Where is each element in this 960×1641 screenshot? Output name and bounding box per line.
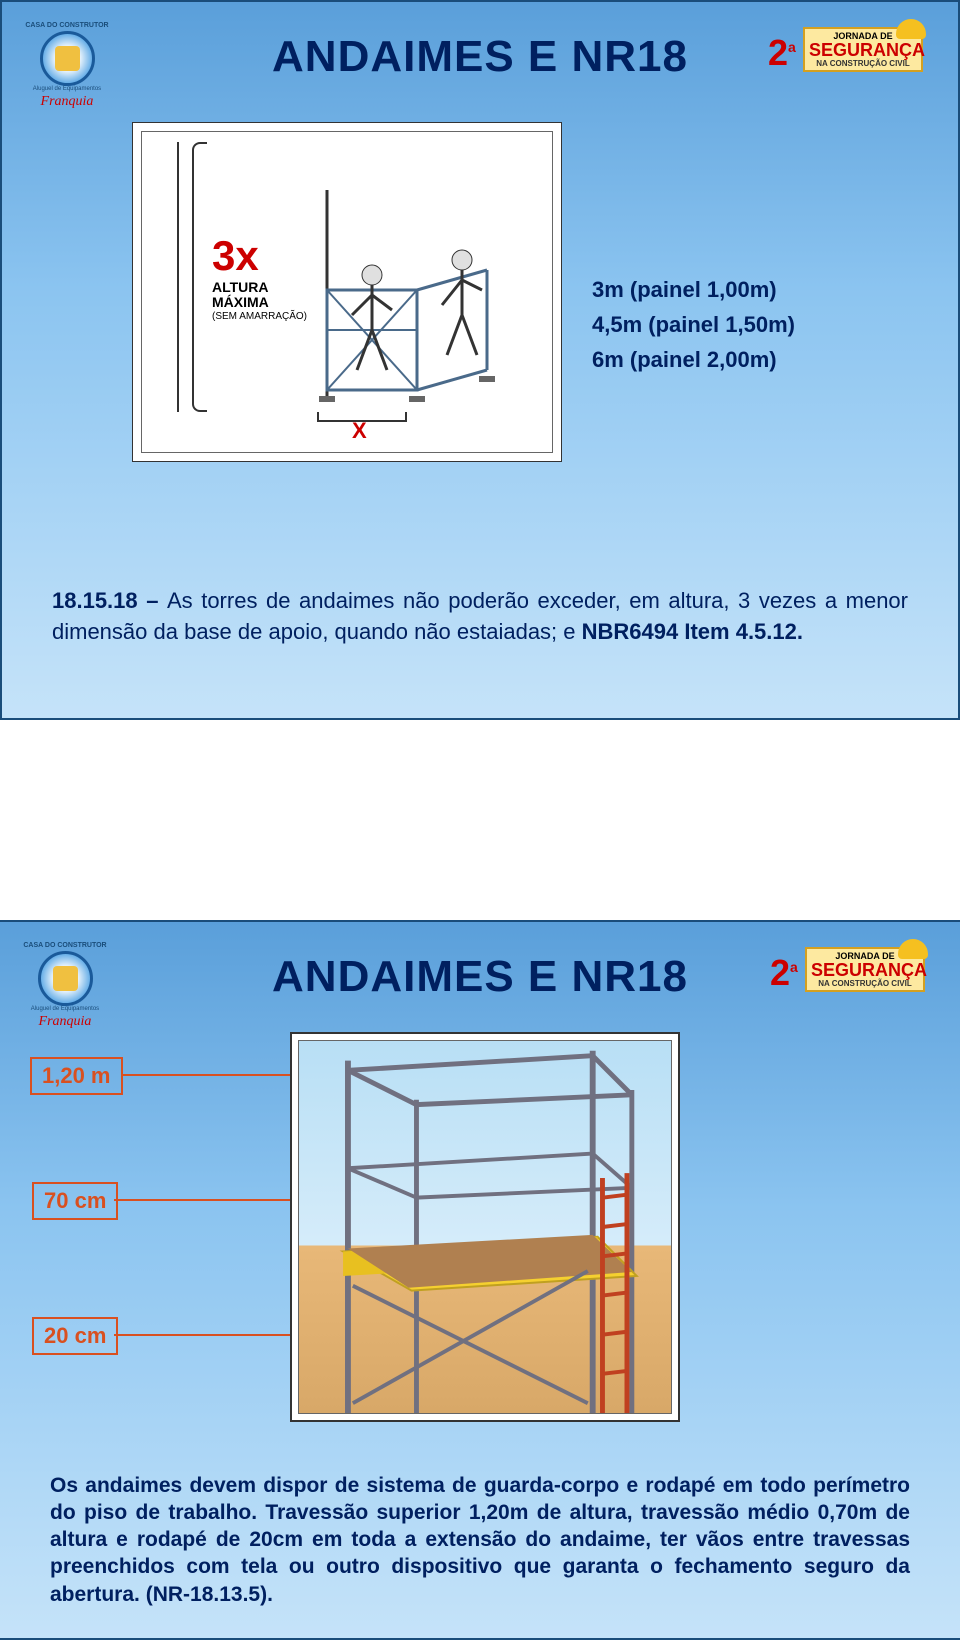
logo-text-bottom-2: Aluguel de Equipamentos [20, 1006, 110, 1012]
height-line-3: 6m (painel 2,00m) [592, 342, 795, 377]
scaffold-photo-svg [299, 1041, 671, 1413]
logo-casa-construtor-2: CASA DO CONSTRUTOR Aluguel de Equipament… [20, 942, 110, 1032]
banner-sub: NA CONSTRUÇÃO CIVIL [809, 59, 917, 68]
logo-text-top: CASA DO CONSTRUTOR [22, 22, 112, 29]
seguranca-banner: JORNADA DE SEGURANÇA NA CONSTRUÇÃO CIVIL [803, 27, 923, 72]
banner-sub-2: NA CONSTRUÇÃO CIVIL [811, 979, 919, 988]
logo-circle-icon [40, 31, 95, 86]
altura-label-group: 3x ALTURA MÁXIMA (SEM AMARRAÇÃO) [212, 232, 307, 322]
altura-label: ALTURA [212, 280, 307, 295]
seguranca-banner-2: JORNADA DE SEGURANÇA NA CONSTRUÇÃO CIVIL [805, 947, 925, 992]
slide-2: CASA DO CONSTRUTOR Aluguel de Equipament… [0, 920, 960, 1640]
badge-num-2: 2 [770, 952, 790, 993]
three-x-label: 3x [212, 232, 307, 280]
badge-number-2: 2a [770, 952, 798, 994]
badge-num: 2 [768, 32, 788, 73]
helmet-icon-2 [898, 939, 928, 959]
brace-icon [192, 142, 207, 412]
height-line-2: 4,5m (painel 1,50m) [592, 307, 795, 342]
measure-70cm: 70 cm [32, 1182, 118, 1220]
bottom-ref: 18.15.18 – [52, 588, 167, 613]
franquia-text-2: Franquia [20, 1014, 110, 1030]
height-line-1: 3m (painel 1,00m) [592, 272, 795, 307]
scaffold-illustration [317, 190, 547, 410]
slide2-body-text: Os andaimes devem dispor de sistema de g… [50, 1472, 910, 1608]
banner-main-2: SEGURANÇA [811, 961, 919, 979]
franquia-text: Franquia [22, 94, 112, 110]
logo-text-bottom: Aluguel de Equipamentos [22, 86, 112, 92]
scaffold-svg [317, 190, 547, 410]
height-line [177, 142, 179, 412]
diagram-inner: 3x ALTURA MÁXIMA (SEM AMARRAÇÃO) [141, 131, 553, 453]
measure-20cm: 20 cm [32, 1317, 118, 1355]
x-label: X [352, 418, 367, 444]
badge-sup: a [788, 39, 796, 55]
slide-1: CASA DO CONSTRUTOR Aluguel de Equipament… [0, 0, 960, 720]
measure-line-1 [122, 1074, 290, 1076]
sem-amarracao-label: (SEM AMARRAÇÃO) [212, 311, 307, 322]
slide2-photo [290, 1032, 680, 1422]
photo-inner [298, 1040, 672, 1414]
logo-jornada-seguranca-2: 2a JORNADA DE SEGURANÇA NA CONSTRUÇÃO CI… [770, 942, 930, 1012]
slide1-heights: 3m (painel 1,00m) 4,5m (painel 1,50m) 6m… [592, 272, 795, 378]
maxima-label: MÁXIMA [212, 295, 307, 310]
logo-casa-construtor: CASA DO CONSTRUTOR Aluguel de Equipament… [22, 22, 112, 112]
bottom-nbr: NBR6494 Item 4.5.12. [582, 619, 803, 644]
logo-jornada-seguranca: 2a JORNADA DE SEGURANÇA NA CONSTRUÇÃO CI… [768, 22, 928, 92]
logo-circle-icon-2 [38, 951, 93, 1006]
banner-main: SEGURANÇA [809, 41, 917, 59]
measure-line-2 [114, 1199, 290, 1201]
slide1-bottom-text: 18.15.18 – As torres de andaimes não pod… [52, 586, 908, 648]
badge-sup-2: a [790, 959, 798, 975]
measure-120m: 1,20 m [30, 1057, 123, 1095]
badge-number: 2a [768, 32, 796, 74]
slide1-diagram: 3x ALTURA MÁXIMA (SEM AMARRAÇÃO) [132, 122, 562, 462]
logo-text-top-2: CASA DO CONSTRUTOR [20, 942, 110, 949]
measure-line-3 [114, 1334, 290, 1336]
helmet-icon [896, 19, 926, 39]
